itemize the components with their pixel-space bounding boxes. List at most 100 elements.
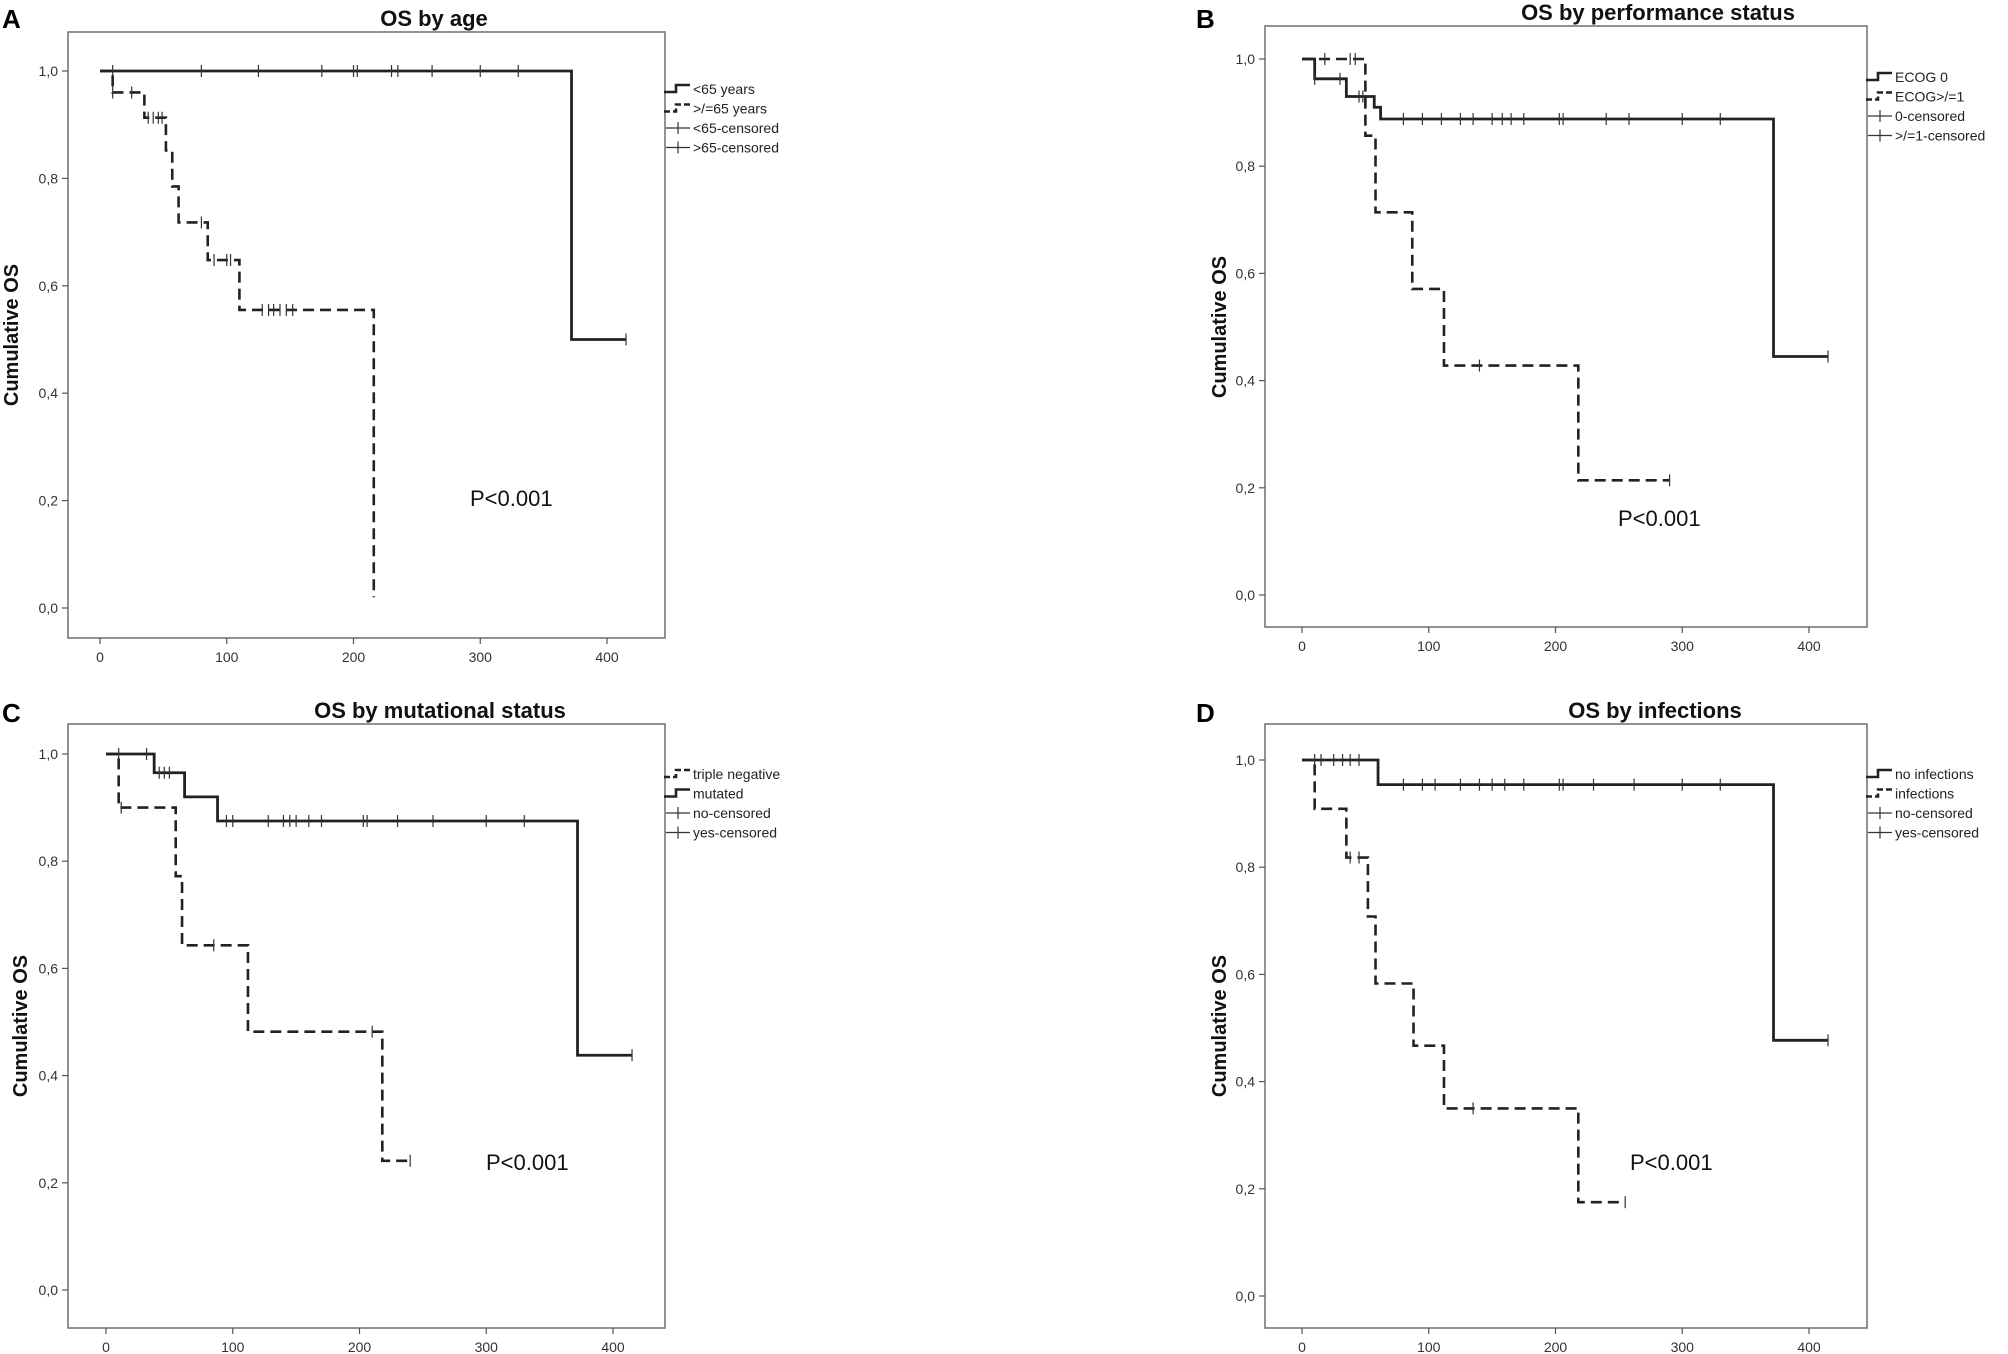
legend-line-swatch xyxy=(1866,788,1892,798)
y-tick-label: 0,0 xyxy=(39,600,59,616)
panel-c-p-value: P<0.001 xyxy=(486,1150,569,1175)
series-dashed-line xyxy=(106,752,411,1163)
x-tick-label: 100 xyxy=(221,1339,245,1354)
legend-line-swatch xyxy=(664,103,690,113)
x-tick-label: 0 xyxy=(1298,638,1306,654)
legend-line-swatch xyxy=(664,768,690,779)
panel-c-frame xyxy=(67,723,666,1329)
x-tick-label: 300 xyxy=(1671,1339,1695,1354)
y-tick-label: 0,0 xyxy=(39,1282,59,1298)
x-tick-label: 300 xyxy=(1671,638,1695,654)
y-tick-label: 0,8 xyxy=(39,853,59,869)
y-tick-label: 1,0 xyxy=(1236,752,1256,768)
y-tick-label: 1,0 xyxy=(39,63,59,79)
legend-line-swatch xyxy=(1866,91,1892,101)
y-tick-label: 0,8 xyxy=(1236,158,1256,174)
y-tick-label: 0,4 xyxy=(39,1068,59,1084)
series-solid-line xyxy=(106,752,633,1057)
panel-a-plot: 0,0 0,2 0,4 0,6 0,8 1,0 0 100 200 300 400 xyxy=(39,63,627,665)
y-tick-label: 0,2 xyxy=(39,493,59,509)
y-tick-label: 0,2 xyxy=(1236,480,1256,496)
panel-c-title: OS by mutational status xyxy=(314,698,566,723)
y-tick-label: 0,8 xyxy=(39,170,59,186)
panel-b: B OS by performance status Cumulative OS… xyxy=(1196,0,1985,654)
panel-c-legend: triple negative mutated no-censored yes-cen… xyxy=(664,766,780,841)
x-tick-label: 100 xyxy=(1417,1339,1441,1354)
panel-a-label: A xyxy=(2,4,21,34)
x-tick-label: 300 xyxy=(469,649,493,665)
legend-entry-label: 0-censored xyxy=(1895,108,1965,124)
y-tick-label: 0,2 xyxy=(39,1175,59,1191)
y-tick-label: 1,0 xyxy=(39,746,59,762)
panel-c-y-label: Cumulative OS xyxy=(10,955,32,1097)
x-tick-label: 100 xyxy=(215,649,239,665)
x-tick-label: 0 xyxy=(1298,1339,1306,1354)
legend-entry-label: triple negative xyxy=(693,766,780,782)
legend-line-swatch xyxy=(664,83,690,94)
x-tick-label: 200 xyxy=(1544,638,1568,654)
panel-b-y-label: Cumulative OS xyxy=(1209,256,1231,398)
panel-a: A OS by age Cumulative OS P<0.001 0,0 0,2… xyxy=(1,4,779,665)
x-tick-label: 400 xyxy=(595,649,619,665)
panel-d-y-label: Cumulative OS xyxy=(1209,955,1231,1097)
series-dashed-line xyxy=(100,69,376,598)
legend-entry-label: >65-censored xyxy=(693,140,779,156)
x-tick-label: 0 xyxy=(102,1339,110,1354)
panel-a-legend: <65 years >/=65 years <65-censored >65-cens… xyxy=(664,81,779,156)
legend-entry-label: ECOG 0 xyxy=(1895,69,1948,85)
y-tick-label: 0,0 xyxy=(1236,1288,1256,1304)
y-tick-label: 0,6 xyxy=(1236,265,1256,281)
panel-a-frame xyxy=(67,31,666,639)
x-tick-label: 400 xyxy=(1797,1339,1821,1354)
y-tick-label: 1,0 xyxy=(1236,51,1256,67)
legend-entry-label: no-censored xyxy=(693,805,771,821)
series-solid-line xyxy=(1302,758,1829,1042)
y-tick-label: 0,6 xyxy=(1236,966,1256,982)
y-tick-label: 0,6 xyxy=(39,960,59,976)
legend-entry-label: infections xyxy=(1895,786,1954,802)
x-tick-label: 200 xyxy=(1544,1339,1568,1354)
panel-c-label: C xyxy=(2,698,21,728)
x-tick-label: 0 xyxy=(96,649,104,665)
panel-b-plot: 0,0 0,2 0,4 0,6 0,8 1,0 0 100 200 300 400 xyxy=(1236,51,1829,654)
y-tick-label: 0,4 xyxy=(1236,1074,1256,1090)
panel-d-plot: 0,0 0,2 0,4 0,6 0,8 1,0 0 100 200 300 400 xyxy=(1236,752,1829,1354)
legend-entry-label: <65 years xyxy=(693,81,755,97)
legend-entry-label: >/=1-censored xyxy=(1895,128,1985,144)
x-tick-label: 300 xyxy=(475,1339,499,1354)
panel-d-label: D xyxy=(1196,698,1215,728)
legend-line-swatch xyxy=(664,788,690,798)
panel-a-y-label: Cumulative OS xyxy=(1,264,23,406)
series-dashed-line xyxy=(1302,57,1670,482)
panel-d: D OS by infections Cumulative OS P<0.001… xyxy=(1196,698,1979,1354)
panel-d-p-value: P<0.001 xyxy=(1630,1150,1713,1175)
y-tick-label: 0,2 xyxy=(1236,1181,1256,1197)
x-tick-label: 100 xyxy=(1417,638,1441,654)
panel-d-legend: no infections infections no-censored yes-ce… xyxy=(1866,766,1979,841)
panel-d-frame xyxy=(1264,723,1868,1329)
panel-b-title: OS by performance status xyxy=(1521,0,1795,25)
y-tick-label: 0,0 xyxy=(1236,587,1256,603)
panel-a-title: OS by age xyxy=(380,6,488,31)
legend-entry-label: <65-censored xyxy=(693,120,779,136)
series-dashed-line xyxy=(1302,758,1626,1204)
panel-b-p-value: P<0.001 xyxy=(1618,506,1701,531)
legend-line-swatch xyxy=(1866,768,1892,779)
legend-entry-label: ECOG>/=1 xyxy=(1895,89,1964,105)
panel-a-p-value: P<0.001 xyxy=(470,486,553,511)
x-tick-label: 400 xyxy=(601,1339,625,1354)
legend-entry-label: no infections xyxy=(1895,766,1974,782)
y-tick-label: 0,8 xyxy=(1236,859,1256,875)
panel-c: C OS by mutational status Cumulative OS … xyxy=(2,698,780,1354)
series-solid-line xyxy=(100,69,627,341)
panel-b-label: B xyxy=(1196,4,1215,34)
x-tick-label: 200 xyxy=(348,1339,372,1354)
legend-entry-label: yes-censored xyxy=(693,825,777,841)
x-tick-label: 400 xyxy=(1797,638,1821,654)
panel-d-title: OS by infections xyxy=(1568,698,1742,723)
legend-line-swatch xyxy=(1866,71,1892,82)
panel-b-frame xyxy=(1264,25,1868,628)
y-tick-label: 0,6 xyxy=(39,278,59,294)
legend-entry-label: mutated xyxy=(693,786,744,802)
